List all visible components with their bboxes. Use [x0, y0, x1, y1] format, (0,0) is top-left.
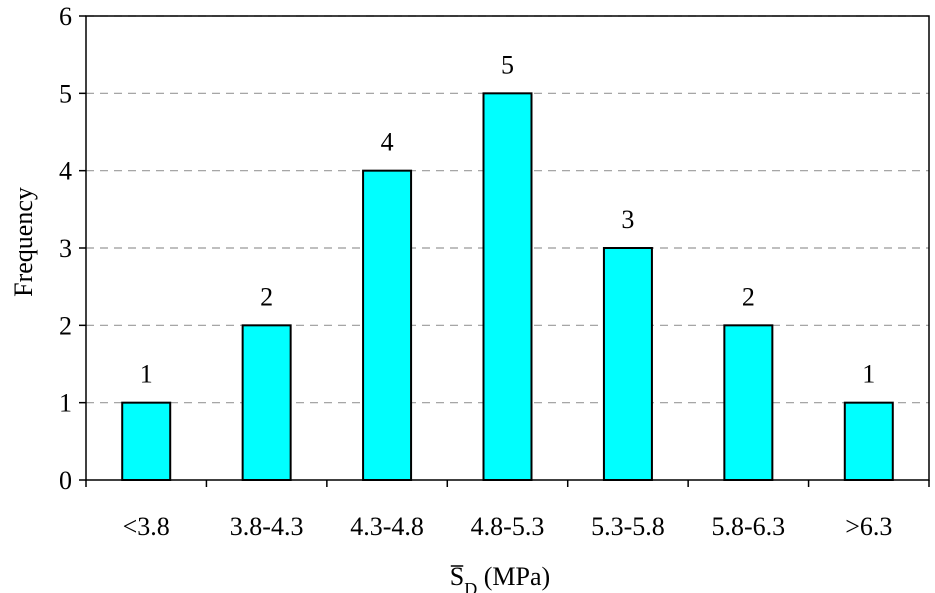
y-tick-label-3: 3 — [59, 234, 72, 263]
bar-4 — [602, 247, 653, 481]
y-axis-title: Frequency — [9, 187, 38, 297]
bar-data-labels: 1 2 4 5 3 2 1 — [140, 50, 876, 388]
data-label-2: 4 — [381, 128, 394, 157]
data-label-1: 2 — [260, 282, 273, 311]
bar-6 — [843, 401, 894, 481]
bar-3 — [482, 92, 533, 481]
x-tick-labels: <3.8 3.8-4.3 4.3-4.8 4.8-5.3 5.3-5.8 5.8-6.3 >… — [123, 512, 893, 541]
bar-2 — [362, 169, 413, 482]
y-tick-label-6: 6 — [59, 2, 72, 31]
x-tick-label-0: <3.8 — [123, 512, 170, 541]
x-tick-label-4: 5.3-5.8 — [591, 512, 665, 541]
bar-5 — [723, 324, 774, 482]
bar-1 — [241, 324, 292, 482]
data-label-4: 3 — [621, 205, 634, 234]
y-tick-label-2: 2 — [59, 311, 72, 340]
x-tick-label-3: 4.8-5.3 — [471, 512, 545, 541]
x-axis-title-unit: (MPa) — [477, 562, 550, 591]
x-tick-label-5: 5.8-6.3 — [712, 512, 786, 541]
data-label-6: 1 — [862, 360, 875, 389]
data-label-5: 2 — [742, 282, 755, 311]
x-tick-label-6: >6.3 — [845, 512, 892, 541]
x-axis-title: SD (MPa) — [450, 562, 550, 593]
y-tick-label-4: 4 — [59, 157, 72, 186]
y-tick-label-0: 0 — [59, 466, 72, 495]
data-label-3: 5 — [501, 50, 514, 79]
axes — [79, 15, 930, 487]
bars — [121, 92, 894, 482]
x-axis-title-subscript: D — [464, 579, 477, 593]
bar-0 — [121, 401, 172, 481]
y-tick-label-5: 5 — [59, 79, 72, 108]
x-tick-label-2: 4.3-4.8 — [350, 512, 424, 541]
y-tick-labels: 0 1 2 3 4 5 6 — [59, 2, 72, 495]
data-label-0: 1 — [140, 360, 153, 389]
y-tick-label-1: 1 — [59, 389, 72, 418]
x-axis-title-main: S — [450, 562, 464, 591]
x-tick-label-1: 3.8-4.3 — [230, 512, 304, 541]
